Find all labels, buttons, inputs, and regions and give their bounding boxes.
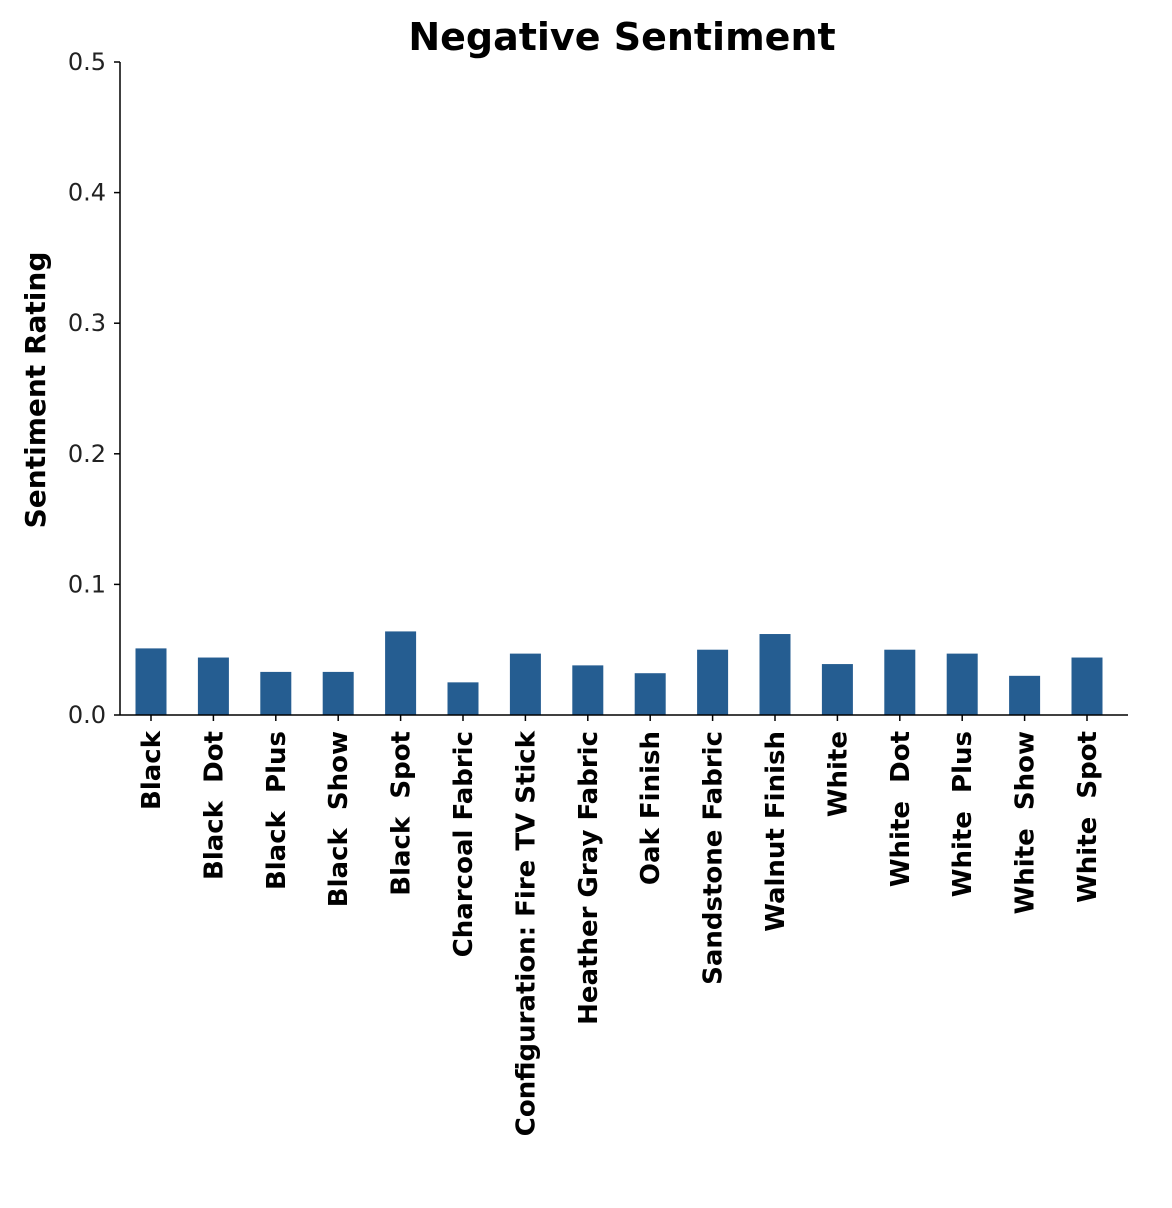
x-tick-label: White Spot: [1073, 731, 1103, 903]
x-tick-label: White Dot: [886, 731, 916, 887]
plot-area: 0.0 0.1 0.2 0.3 0.4 0.5 Black Black Dot Black Pl…: [68, 48, 1103, 1136]
bar: [197, 657, 229, 715]
y-tick-label: 0.2: [68, 440, 106, 468]
bar: [946, 653, 978, 715]
x-tick-label: Walnut Finish: [761, 731, 791, 932]
x-tick-label: Charcoal Fabric: [449, 731, 479, 957]
bar: [1071, 657, 1103, 715]
bar: [759, 634, 791, 715]
bar: [322, 671, 354, 715]
bar: [697, 649, 729, 715]
x-tick-label: White: [823, 731, 853, 817]
bar: [821, 664, 853, 715]
bar: [884, 649, 916, 715]
bar: [260, 671, 292, 715]
chart-title: Negative Sentiment: [408, 15, 835, 59]
bar: [509, 653, 541, 715]
x-tick-label: Black Show: [324, 731, 354, 907]
x-tick-label: Black Dot: [199, 731, 229, 880]
y-axis-label: Sentiment Rating: [19, 252, 52, 529]
y-tick-label: 0.4: [68, 179, 106, 207]
x-tick-label: Sandstone Fabric: [699, 731, 729, 985]
y-tick-label: 0.1: [68, 570, 106, 598]
x-tick-label: Black: [137, 730, 167, 810]
bar: [447, 682, 479, 715]
x-tick-label: Heather Gray Fabric: [574, 731, 604, 1025]
bar: [572, 665, 604, 715]
y-tick-label: 0.0: [68, 701, 106, 729]
x-tick-label: Black Plus: [262, 731, 292, 890]
y-tick-label: 0.5: [68, 48, 106, 76]
x-tick-label: Configuration: Fire TV Stick: [511, 730, 541, 1136]
x-tick-label: White Plus: [948, 731, 978, 897]
bar: [385, 631, 417, 715]
bar: [135, 648, 167, 715]
y-tick-label: 0.3: [68, 309, 106, 337]
bar: [634, 673, 666, 715]
x-tick-label: Oak Finish: [636, 731, 666, 885]
x-tick-label: Black Spot: [387, 731, 417, 896]
bar: [1009, 675, 1041, 715]
x-tick-label: White Show: [1011, 731, 1041, 914]
